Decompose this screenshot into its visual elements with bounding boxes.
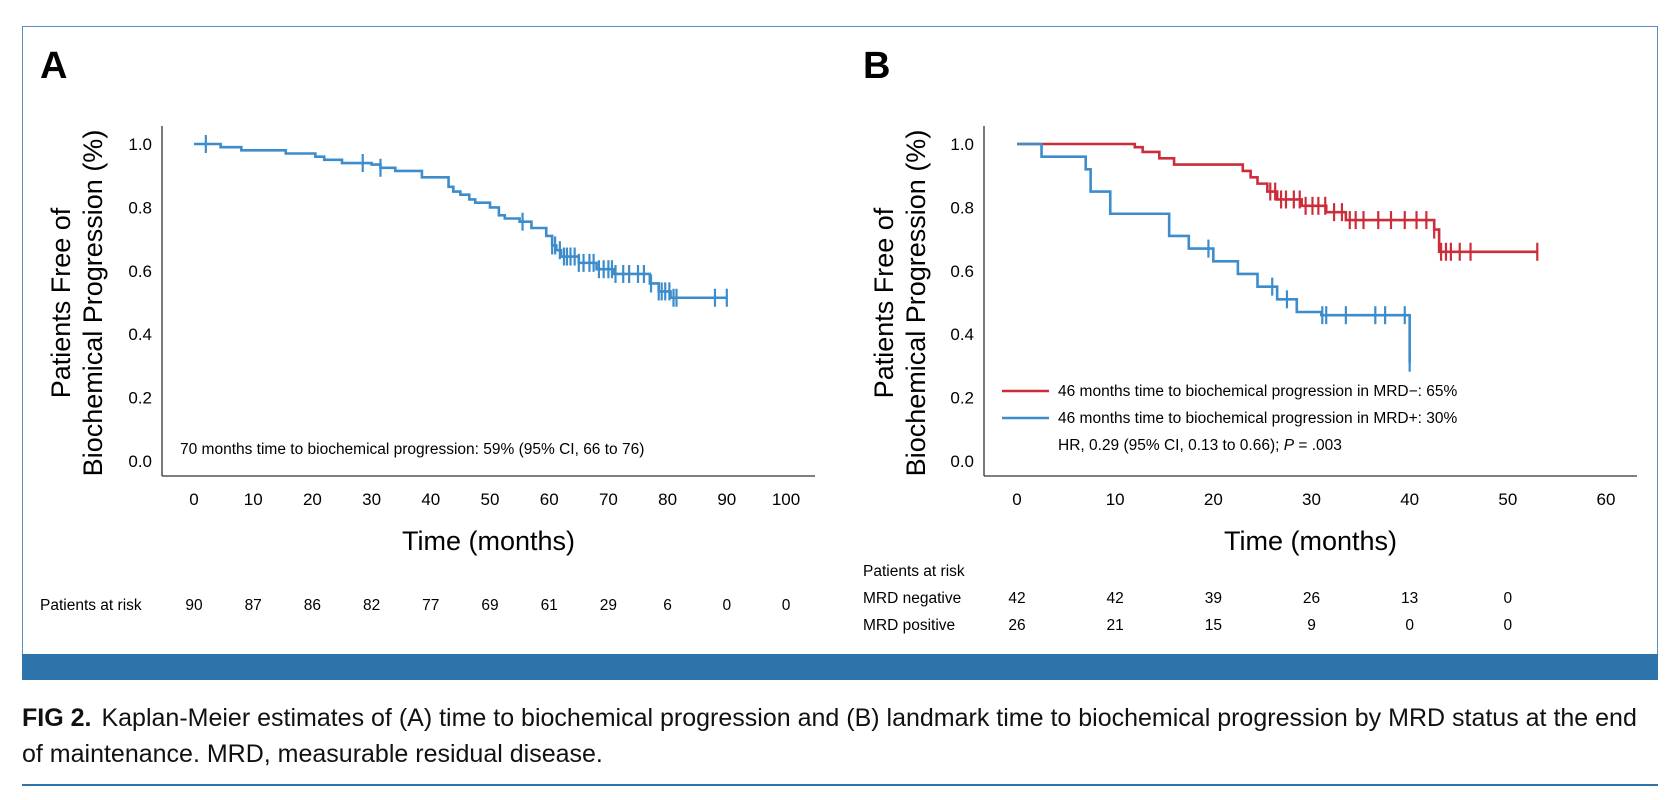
risk-table-value: 82 (363, 597, 380, 614)
panel-letter: A (40, 45, 67, 87)
risk-table-value: 9 (1307, 617, 1316, 634)
figure-caption: FIG 2. Kaplan-Meier estimates of (A) time… (22, 700, 1658, 772)
x-tick-label: 70 (599, 490, 618, 509)
kaplan-meier-figure: A0.00.20.40.60.81.00 10 20 30 40 50 60 70 80 90 10… (40, 45, 1637, 634)
x-tick-label: 60 (540, 490, 559, 509)
x-tick-label: 20 (1204, 490, 1223, 509)
y-tick-label: 0.4 (950, 325, 974, 344)
x-tick-label: 30 (1302, 490, 1321, 509)
risk-table-value: 6 (663, 597, 672, 614)
y-tick-label: 0.0 (950, 452, 974, 471)
y-axis-label: Biochemical Progression (%) (78, 130, 108, 477)
x-tick-label: 50 (481, 490, 500, 509)
risk-table-value: 0 (1504, 590, 1513, 607)
risk-table-row-label: MRD positive (863, 617, 955, 634)
risk-table-value: 26 (1008, 617, 1025, 634)
x-tick-label: 10 (244, 490, 263, 509)
x-tick-label: 100 (772, 490, 800, 509)
chart-annotation: 70 months time to biochemical progressio… (180, 441, 644, 458)
chart-panel-a: A0.00.20.40.60.81.00 10 20 30 40 50 60 70 80 90 10… (40, 45, 815, 614)
y-tick-label: 0.8 (128, 198, 152, 217)
y-tick-label: 0.2 (950, 389, 974, 408)
x-axis-label: Time (months) (402, 526, 575, 556)
risk-table-value: 0 (782, 597, 791, 614)
y-tick-label: 0.6 (950, 262, 974, 281)
risk-table-value: 0 (722, 597, 731, 614)
risk-table-header: Patients at risk (863, 563, 965, 580)
risk-table-value: 26 (1303, 590, 1320, 607)
series-line (194, 142, 727, 300)
risk-table-header: Patients at risk (40, 597, 142, 614)
risk-table-value: 42 (1107, 590, 1124, 607)
x-tick-label: 60 (1597, 490, 1616, 509)
caption-text: Kaplan-Meier estimates of (A) time to bi… (22, 704, 1637, 768)
risk-table-value: 0 (1405, 617, 1414, 634)
x-tick-label: 90 (717, 490, 736, 509)
risk-table-value: 86 (304, 597, 321, 614)
y-tick-label: 0.0 (128, 452, 152, 471)
legend-entry: 46 months time to biochemical progressio… (1058, 383, 1458, 400)
y-tick-label: 0.4 (128, 325, 152, 344)
y-axis-label: Patients Free of (869, 207, 899, 398)
y-tick-label: 0.8 (950, 198, 974, 217)
y-axis-label: Patients Free of (46, 207, 76, 398)
risk-table-value: 69 (481, 597, 498, 614)
x-tick-label: 30 (362, 490, 381, 509)
x-tick-label: 0 (1012, 490, 1021, 509)
caption-rule (22, 784, 1658, 786)
figure-accent-bar (22, 654, 1658, 680)
x-tick-label: 20 (303, 490, 322, 509)
risk-table-value: 21 (1107, 617, 1124, 634)
y-tick-label: 0.6 (128, 262, 152, 281)
hazard-ratio-note: HR, 0.29 (95% CI, 0.13 to 0.66); P = .00… (1058, 437, 1342, 454)
y-tick-label: 1.0 (128, 135, 152, 154)
risk-table-value: 15 (1205, 617, 1222, 634)
x-tick-label: 80 (658, 490, 677, 509)
risk-table-value: 61 (541, 597, 558, 614)
y-tick-label: 1.0 (950, 135, 974, 154)
risk-table-value: 13 (1401, 590, 1418, 607)
panel-letter: B (863, 45, 890, 87)
risk-table-row-label: MRD negative (863, 590, 961, 607)
x-tick-label: 0 (189, 490, 198, 509)
series-line (1017, 142, 1538, 254)
x-tick-label: 40 (421, 490, 440, 509)
caption-label: FIG 2. (22, 704, 92, 732)
risk-table-value: 0 (1504, 617, 1513, 634)
risk-table-value: 39 (1205, 590, 1222, 607)
x-axis-label: Time (months) (1224, 526, 1397, 556)
x-tick-label: 40 (1400, 490, 1419, 509)
series-line (1017, 142, 1411, 363)
y-axis-label: Biochemical Progression (%) (901, 130, 931, 477)
chart-panel-b: B 0.0 0.2 0.4 0.6 0.8 1.0 0 10 20 30 40 50 60 Patients… (863, 45, 1637, 634)
risk-table-value: 87 (245, 597, 262, 614)
legend-entry: 46 months time to biochemical progressio… (1058, 410, 1458, 427)
x-tick-label: 50 (1498, 490, 1517, 509)
risk-table-value: 42 (1008, 590, 1025, 607)
risk-table-value: 90 (185, 597, 203, 614)
risk-table-value: 29 (600, 597, 617, 614)
risk-table-value: 77 (422, 597, 439, 614)
x-tick-label: 10 (1106, 490, 1125, 509)
y-tick-label: 0.2 (128, 389, 152, 408)
